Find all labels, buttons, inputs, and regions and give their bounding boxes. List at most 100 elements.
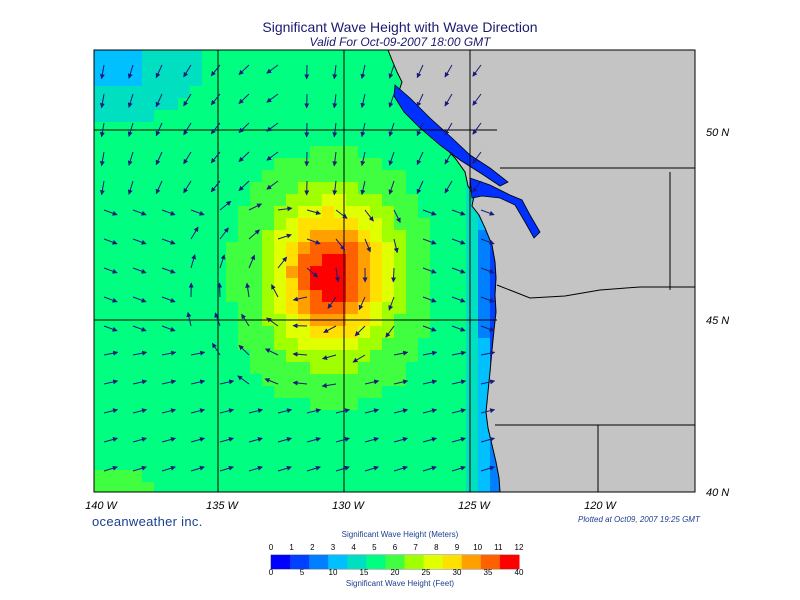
wave-direction-arrow — [155, 64, 163, 79]
wave-direction-arrow — [248, 254, 256, 269]
colorbar-swatch — [404, 555, 425, 569]
wave-direction-arrow — [472, 122, 482, 135]
wave-direction-arrow — [292, 380, 308, 386]
wave-direction-arrow — [422, 437, 437, 443]
wave-direction-arrow — [416, 151, 424, 166]
wave-direction-arrow — [480, 238, 495, 245]
lat-label-40n: 40 N — [706, 487, 730, 499]
wave-direction-arrow — [132, 238, 147, 245]
wave-direction-arrow — [444, 64, 453, 78]
wave-direction-arrow — [219, 254, 226, 269]
wave-direction-arrow — [103, 209, 118, 216]
wave-direction-arrow — [358, 296, 366, 311]
wave-direction-arrow — [364, 408, 380, 414]
colorbar — [270, 554, 520, 570]
wave-direction-arrow — [364, 209, 374, 222]
wave-direction-arrow — [422, 209, 437, 216]
wave-direction-arrow — [422, 238, 437, 245]
wave-direction-arrow — [132, 267, 147, 274]
wave-direction-arrow — [422, 350, 438, 356]
meter-tick-label: 1 — [289, 543, 294, 552]
wave-direction-arrow — [422, 408, 438, 414]
wave-direction-arrow — [266, 317, 279, 327]
feet-tick-label: 35 — [483, 568, 493, 577]
wave-direction-arrow — [335, 238, 346, 251]
colorbar-swatch — [347, 555, 367, 569]
wave-direction-arrow — [155, 180, 163, 195]
wave-direction-arrow — [248, 203, 263, 211]
wave-direction-arrow — [451, 296, 466, 303]
colorbar-swatch — [461, 555, 482, 569]
wave-direction-arrow — [219, 408, 235, 414]
wave-direction-arrow — [393, 408, 409, 414]
colorbar-swatch — [423, 555, 444, 569]
meter-tick-label: 5 — [372, 543, 377, 552]
wave-direction-arrow — [472, 180, 482, 193]
wave-direction-arrow — [127, 122, 134, 137]
wave-direction-arrow — [219, 200, 232, 211]
wave-direction-arrow — [214, 312, 221, 327]
colorbar-swatch — [366, 555, 386, 569]
wave-direction-arrow — [238, 122, 250, 134]
wave-direction-arrow — [161, 267, 176, 274]
wave-direction-arrow — [364, 465, 379, 472]
feet-tick-label: 0 — [268, 568, 274, 577]
wave-direction-arrow — [161, 238, 176, 245]
wave-direction-arrow — [266, 180, 279, 190]
wave-direction-arrow — [480, 408, 496, 414]
wave-direction-arrow — [360, 151, 366, 167]
wave-direction-arrow — [444, 122, 453, 136]
wave-direction-arrow — [264, 378, 279, 385]
wave-direction-arrow — [364, 238, 371, 253]
wave-direction-arrow — [422, 465, 437, 472]
wave-direction-arrow — [472, 64, 482, 77]
colorbar-swatch — [442, 555, 463, 569]
meter-tick-label: 2 — [310, 543, 315, 552]
lon-label-120w: 120 W — [584, 500, 616, 512]
feet-tick-label: 10 — [328, 568, 338, 577]
wave-direction-arrow — [306, 238, 321, 245]
wave-direction-arrow — [238, 93, 250, 105]
wave-direction-arrow — [451, 350, 467, 356]
wave-direction-arrow — [248, 465, 263, 472]
wave-direction-arrow — [161, 379, 177, 385]
wave-direction-arrow — [237, 375, 250, 385]
plotted-timestamp: Plotted at Oct09, 2007 19:25 GMT — [578, 515, 700, 524]
colorbar-swatch — [309, 555, 329, 569]
wave-direction-arrow — [277, 256, 288, 269]
wave-direction-arrow — [161, 408, 177, 414]
wave-direction-arrow — [480, 267, 495, 274]
wave-direction-arrow — [444, 180, 453, 194]
meter-tick-label: 11 — [494, 543, 503, 552]
map-frame — [93, 49, 696, 493]
wave-direction-arrow — [451, 465, 466, 472]
wave-direction-arrow — [161, 465, 176, 472]
colorbar-swatch — [499, 555, 520, 569]
wave-direction-arrow — [451, 437, 466, 443]
wave-direction-arrow — [127, 180, 134, 195]
wave-direction-arrow — [132, 408, 148, 414]
wave-direction-arrow — [190, 209, 205, 216]
wave-direction-arrow — [190, 437, 205, 443]
wave-direction-arrow — [422, 296, 437, 303]
wave-direction-arrow — [132, 209, 147, 216]
wave-direction-arrow — [444, 93, 453, 107]
meter-tick-label: 3 — [330, 543, 336, 552]
wave-direction-arrow — [248, 229, 260, 240]
wave-direction-arrow — [472, 151, 482, 164]
wave-direction-arrow — [183, 151, 192, 165]
wave-direction-arrow — [161, 325, 176, 332]
wave-direction-arrow — [335, 209, 348, 219]
wave-direction-arrow — [416, 122, 424, 137]
wave-direction-arrow — [354, 325, 366, 337]
wave-direction-arrow — [266, 151, 279, 161]
meter-tick-label: 6 — [392, 543, 398, 552]
wave-direction-arrow — [186, 311, 192, 327]
wave-direction-arrow — [210, 180, 221, 193]
meter-tick-label: 12 — [514, 543, 524, 552]
wave-direction-arrow — [480, 350, 496, 356]
meter-tick-label: 4 — [351, 543, 356, 552]
feet-tick-label: 30 — [452, 568, 462, 577]
wave-direction-arrow — [393, 350, 409, 356]
wave-direction-arrow — [99, 93, 105, 109]
